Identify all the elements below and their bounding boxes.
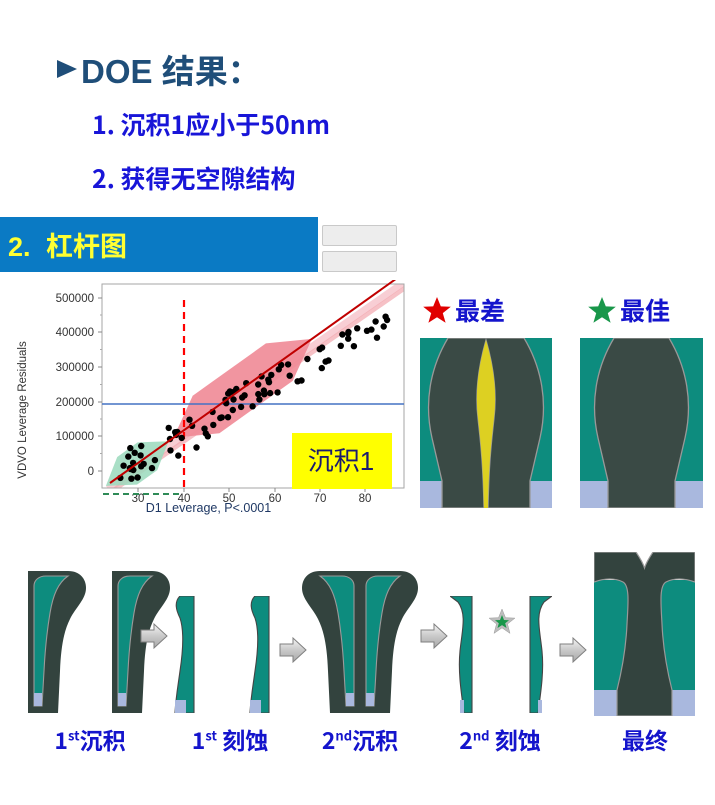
svg-text:500000: 500000 [56,293,94,305]
svg-text:VDVO Leverage Residuals: VDVO Leverage Residuals [17,341,29,479]
svg-text:0: 0 [88,466,94,478]
svg-text:沉积1: 沉积1 [308,446,374,476]
svg-text:300000: 300000 [56,362,94,374]
svg-text:100000: 100000 [56,431,94,443]
svg-text:200000: 200000 [56,397,94,409]
svg-text:400000: 400000 [56,327,94,339]
